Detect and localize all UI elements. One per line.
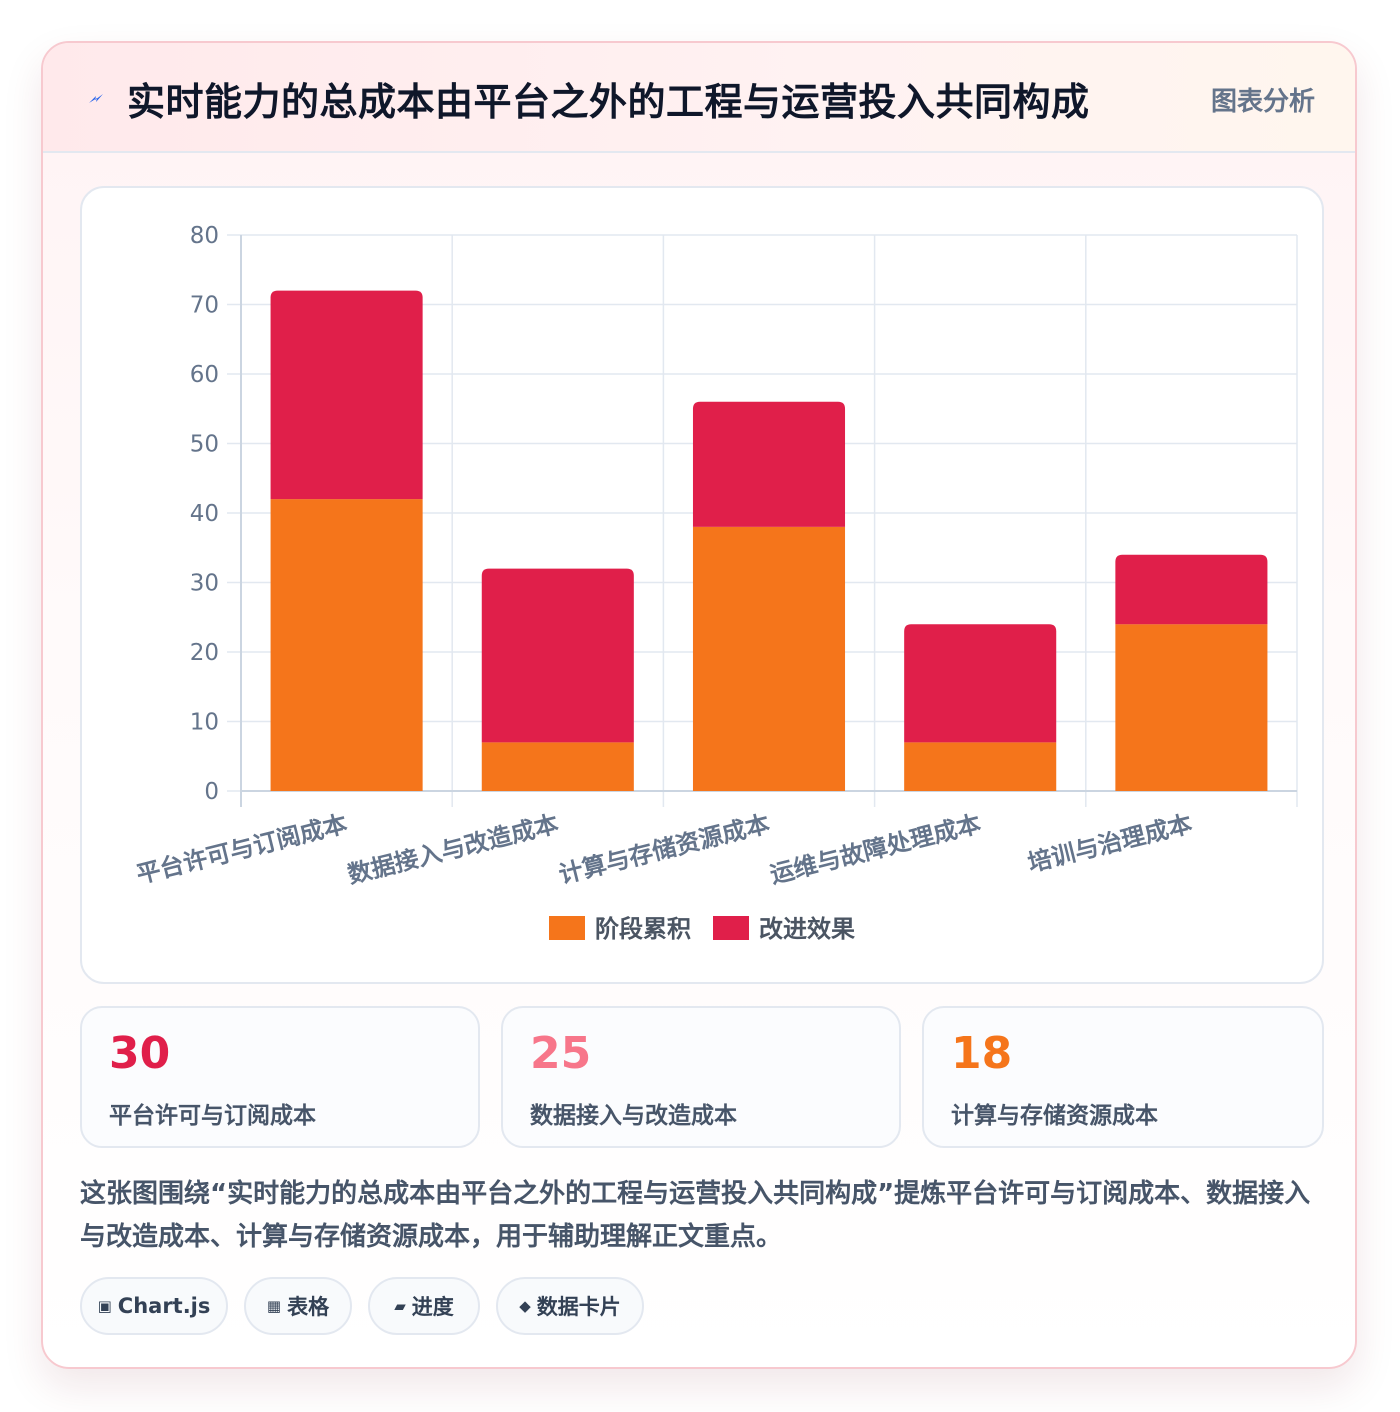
y-tick-label: 50 (190, 432, 219, 458)
y-tick-label: 30 (190, 571, 219, 597)
y-tick-label: 80 (190, 223, 219, 249)
x-tick-label: 计算与存储资源成本 (556, 810, 772, 889)
y-tick-label: 0 (204, 779, 219, 805)
bar-segment (692, 401, 846, 527)
chart-analysis-label: 图表分析 (1210, 87, 1315, 117)
y-tick-label: 20 (190, 640, 219, 666)
stat-value: 25 (530, 1028, 592, 1079)
card-header: 实时能力的总成本由平台之外的工程与运营投入共同构成 图表分析 (43, 43, 1355, 153)
tag-label: 数据卡片 (536, 1295, 621, 1319)
legend-swatch (713, 916, 749, 940)
x-tick-label: 平台许可与订阅成本 (134, 810, 350, 889)
stacked-bar-chart: 0 10 20 30 40 50 60 70 80 平台许可与订阅成本数据接入与改造成本计算与存储… (134, 223, 1298, 943)
tag-label: Chart.js (117, 1294, 211, 1318)
diamond-icon: ◆ (519, 1297, 531, 1315)
x-tick-label: 运维与故障处理成本 (767, 810, 983, 889)
bar-segment (481, 742, 634, 791)
page-title: 实时能力的总成本由平台之外的工程与运营投入共同构成 (127, 80, 1090, 124)
legend-swatch (549, 916, 585, 940)
tag-chartjs[interactable]: ▣ Chart.js (80, 1277, 228, 1335)
x-tick-label: 数据接入与改造成本 (345, 810, 561, 889)
bar-segment (692, 526, 846, 791)
bar-segment (1115, 554, 1268, 625)
progress-icon: ▰ (394, 1297, 406, 1315)
tag-label: 进度 (411, 1295, 454, 1319)
bar-segment (270, 290, 423, 500)
bar-segment (481, 568, 634, 743)
x-tick-label: 培训与治理成本 (1025, 810, 1195, 878)
chart-card: 实时能力的总成本由平台之外的工程与运营投入共同构成 图表分析 0 10 20 30 40… (41, 41, 1357, 1369)
tag-table[interactable]: ▦ 表格 (244, 1277, 352, 1335)
legend-label: 改进效果 (759, 915, 855, 943)
y-tick-label: 70 (190, 293, 219, 319)
stat-card-compute-storage: 18 计算与存储资源成本 (922, 1006, 1324, 1148)
y-tick-label: 40 (190, 501, 219, 527)
stat-label: 平台许可与订阅成本 (109, 1103, 316, 1129)
tag-progress[interactable]: ▰ 进度 (368, 1277, 480, 1335)
tag-data-card[interactable]: ◆ 数据卡片 (496, 1277, 644, 1335)
stat-label: 数据接入与改造成本 (530, 1103, 737, 1129)
lightning-bolt-icon (89, 94, 103, 103)
stat-card-data-ingestion: 25 数据接入与改造成本 (501, 1006, 901, 1148)
bar-segment (1115, 624, 1268, 791)
chart-icon: ▣ (97, 1297, 112, 1315)
y-tick-label: 10 (190, 710, 219, 736)
stat-value: 30 (109, 1028, 171, 1079)
stat-label: 计算与存储资源成本 (951, 1103, 1158, 1129)
stat-value: 18 (951, 1028, 1013, 1079)
chart-panel: 0 10 20 30 40 50 60 70 80 平台许可与订阅成本 数据接入与改造成本 计算与存储… (80, 186, 1324, 984)
summary-text: 这张图围绕“实时能力的总成本由平台之外的工程与运营投入共同构成”提炼平台许可与订… (80, 1179, 1311, 1252)
legend-label: 阶段累积 (595, 915, 691, 943)
tag-label: 表格 (287, 1295, 330, 1319)
table-icon: ▦ (266, 1297, 282, 1315)
bar-segment (270, 499, 423, 791)
stat-card-platform: 30 平台许可与订阅成本 (80, 1006, 480, 1148)
bar-segment (904, 742, 1057, 791)
bar-segment (904, 624, 1057, 743)
y-tick-label: 60 (190, 362, 219, 388)
